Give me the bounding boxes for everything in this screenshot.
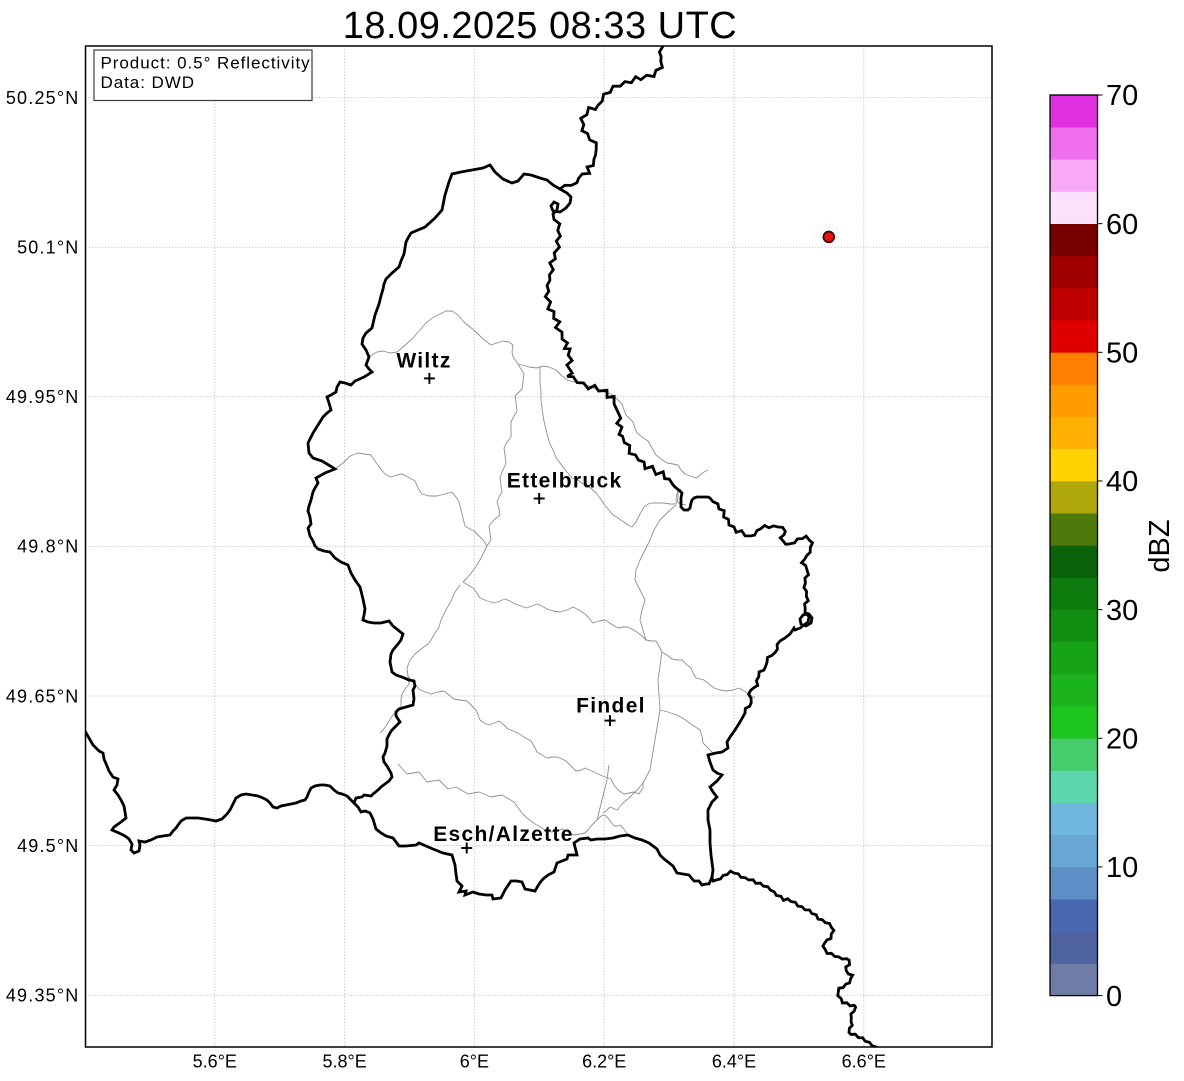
svg-text:60: 60 bbox=[1106, 209, 1138, 241]
svg-text:5.8°E: 5.8°E bbox=[322, 1052, 366, 1072]
svg-text:6.4°E: 6.4°E bbox=[712, 1052, 756, 1072]
svg-text:70: 70 bbox=[1106, 80, 1138, 112]
svg-text:49.65°N: 49.65°N bbox=[6, 686, 80, 706]
svg-text:Ettelbruck: Ettelbruck bbox=[507, 470, 623, 493]
svg-text:20: 20 bbox=[1106, 723, 1138, 755]
svg-text:49.35°N: 49.35°N bbox=[6, 986, 80, 1006]
svg-text:10: 10 bbox=[1106, 852, 1138, 884]
svg-text:6.6°E: 6.6°E bbox=[842, 1052, 886, 1072]
svg-text:0: 0 bbox=[1106, 981, 1122, 1013]
svg-text:Wiltz: Wiltz bbox=[396, 350, 451, 373]
svg-text:Findel: Findel bbox=[576, 695, 646, 718]
svg-text:6°E: 6°E bbox=[460, 1052, 489, 1072]
svg-text:Product: 0.5° Reflectivity: Product: 0.5° Reflectivity bbox=[101, 54, 311, 73]
svg-text:50: 50 bbox=[1106, 338, 1138, 370]
svg-text:49.95°N: 49.95°N bbox=[6, 387, 80, 407]
svg-text:40: 40 bbox=[1106, 466, 1138, 498]
svg-text:5.6°E: 5.6°E bbox=[193, 1052, 237, 1072]
svg-text:Data: DWD: Data: DWD bbox=[101, 73, 196, 92]
svg-text:18.09.2025 08:33 UTC: 18.09.2025 08:33 UTC bbox=[343, 5, 738, 47]
svg-text:49.5°N: 49.5°N bbox=[17, 836, 79, 856]
svg-text:49.8°N: 49.8°N bbox=[17, 537, 79, 557]
svg-text:50.25°N: 50.25°N bbox=[6, 88, 80, 108]
svg-text:dBZ: dBZ bbox=[1144, 519, 1176, 572]
svg-text:30: 30 bbox=[1106, 595, 1138, 627]
svg-text:Esch/Alzette: Esch/Alzette bbox=[433, 823, 573, 846]
svg-text:6.2°E: 6.2°E bbox=[582, 1052, 626, 1072]
svg-text:50.1°N: 50.1°N bbox=[17, 238, 79, 258]
